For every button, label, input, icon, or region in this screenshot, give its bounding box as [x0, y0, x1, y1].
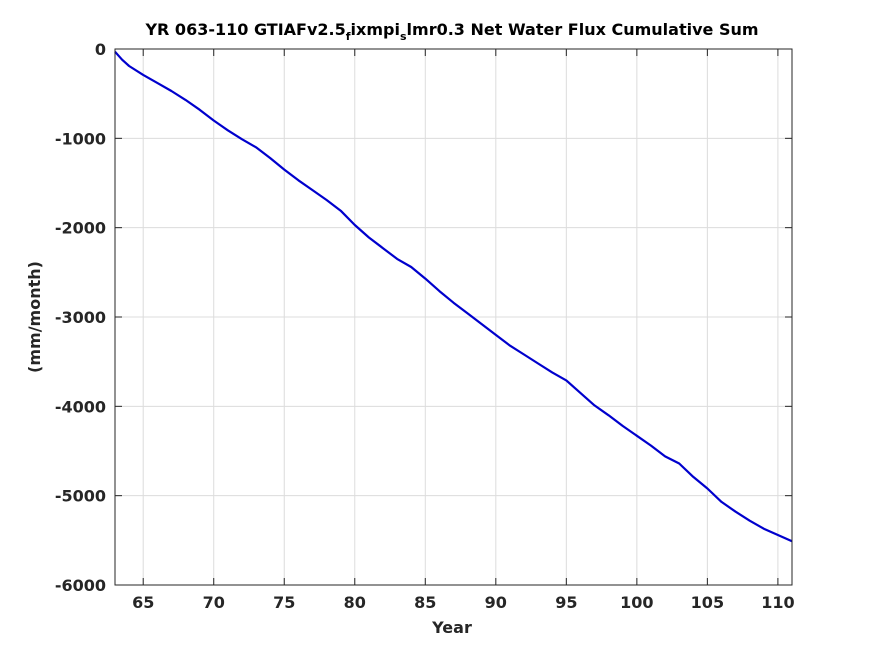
y-tick-label: -5000 — [55, 487, 106, 506]
chart-title: YR 063-110 GTIAFv2.5fixmpislmr0.3 Net Wa… — [144, 20, 758, 43]
x-tick-label: 95 — [555, 593, 577, 612]
x-tick-label: 85 — [414, 593, 436, 612]
title-part: YR 063-110 GTIAFv2.5 — [144, 20, 345, 39]
title-part: s — [400, 30, 407, 43]
y-tick-label: -3000 — [55, 308, 106, 327]
y-axis-label: (mm/month) — [25, 261, 44, 373]
y-tick-label: 0 — [95, 40, 106, 59]
grid-lines — [115, 48, 792, 586]
y-tick-label: -1000 — [55, 129, 106, 148]
x-tick-label: 110 — [761, 593, 794, 612]
series-line — [114, 50, 793, 543]
title-part: ixmpi — [351, 20, 400, 39]
x-tick-label: 65 — [132, 593, 154, 612]
x-axis-label: Year — [431, 618, 472, 637]
x-tick-label: 100 — [620, 593, 653, 612]
y-tick-label: -2000 — [55, 219, 106, 238]
x-tick-label: 105 — [691, 593, 724, 612]
series-layer — [114, 50, 793, 543]
x-tick-label: 75 — [273, 593, 295, 612]
y-tick-label: -6000 — [55, 576, 106, 595]
x-tick-label: 70 — [203, 593, 225, 612]
title-part: lmr0.3 Net Water Flux Cumulative Sum — [407, 20, 759, 39]
x-tick-label: 90 — [485, 593, 507, 612]
axis-ticks: 65 70 75 80 85 90 95 100 105 110 0 -1000 -2000 -3000 -… — [55, 40, 795, 612]
y-tick-label: -4000 — [55, 397, 106, 416]
x-tick-label: 80 — [344, 593, 366, 612]
title-part: f — [346, 30, 351, 43]
